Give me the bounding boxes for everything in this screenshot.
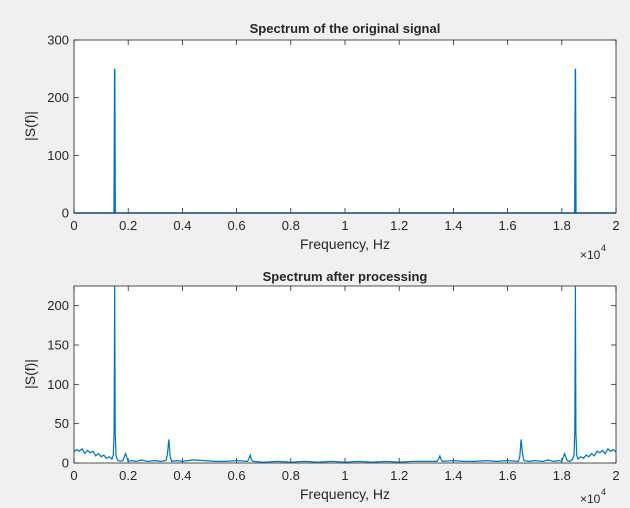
y-tick-label: 100 [47,148,69,163]
axes-box [73,285,617,464]
y-tick-label: 200 [47,90,69,105]
x-tick-label: 1.6 [499,218,517,233]
x-exponent-base: ×10 [580,492,601,506]
axes-box [73,39,617,214]
x-tick-label: 0.6 [228,468,246,483]
x-tick-label: 0.2 [119,468,137,483]
y-tick-labels: 0 50 100 150 200 [47,298,69,470]
subplot-processed: Spectrum after processing 0 50 100 150 200 0… [22,269,620,506]
y-tick-label: 0 [62,456,69,471]
y-axis-label: |S(f)| [22,111,38,141]
x-exponent: ×10 4 [580,487,606,506]
x-tick-label: 2 [612,218,619,233]
y-tick-label: 50 [55,416,69,431]
y-tick-label: 200 [47,298,69,313]
y-tick-label: 300 [47,33,69,48]
x-tick-label: 1 [341,218,348,233]
x-tick-label: 0.4 [173,218,191,233]
x-tick-label: 1.2 [390,468,408,483]
x-tick-label: 0.4 [173,468,191,483]
x-tick-labels: 0 0.2 0.4 0.6 0.8 1 1.2 1.4 1.6 1.8 2 [70,218,619,233]
x-axis-label: Frequency, Hz [300,236,390,252]
x-tick-label: 2 [612,468,619,483]
y-tick-label: 100 [47,377,69,392]
x-exponent-power: 4 [601,243,606,253]
x-tick-label: 1.2 [390,218,408,233]
x-axis-label: Frequency, Hz [300,486,390,502]
y-tick-labels: 0 100 200 300 [47,33,69,221]
x-tick-label: 1.4 [444,468,462,483]
x-tick-label: 1 [341,468,348,483]
x-tick-label: 1.8 [553,218,571,233]
x-tick-label: 0.6 [228,218,246,233]
x-tick-label: 0.8 [282,218,300,233]
x-exponent-base: ×10 [580,248,601,262]
x-tick-label: 1.6 [499,468,517,483]
x-exponent: ×10 4 [580,243,606,262]
x-tick-label: 0 [70,218,77,233]
x-tick-labels: 0 0.2 0.4 0.6 0.8 1 1.2 1.4 1.6 1.8 2 [70,468,619,483]
y-axis-label: |S(f)| [22,359,38,389]
subplot-original: Spectrum of the original signal 0 100 200 3… [22,21,620,262]
x-exponent-power: 4 [601,487,606,497]
series-line [73,285,617,463]
axes-background [74,40,616,213]
x-tick-label: 1.4 [444,218,462,233]
y-tick-label: 0 [62,206,69,221]
chart-title: Spectrum after processing [263,269,428,284]
x-tick-label: 0.8 [282,468,300,483]
x-tick-label: 0 [70,468,77,483]
y-tick-label: 150 [47,338,69,353]
axes-background [74,286,616,463]
chart-title: Spectrum of the original signal [250,21,441,36]
x-tick-label: 0.2 [119,218,137,233]
x-tick-label: 1.8 [553,468,571,483]
